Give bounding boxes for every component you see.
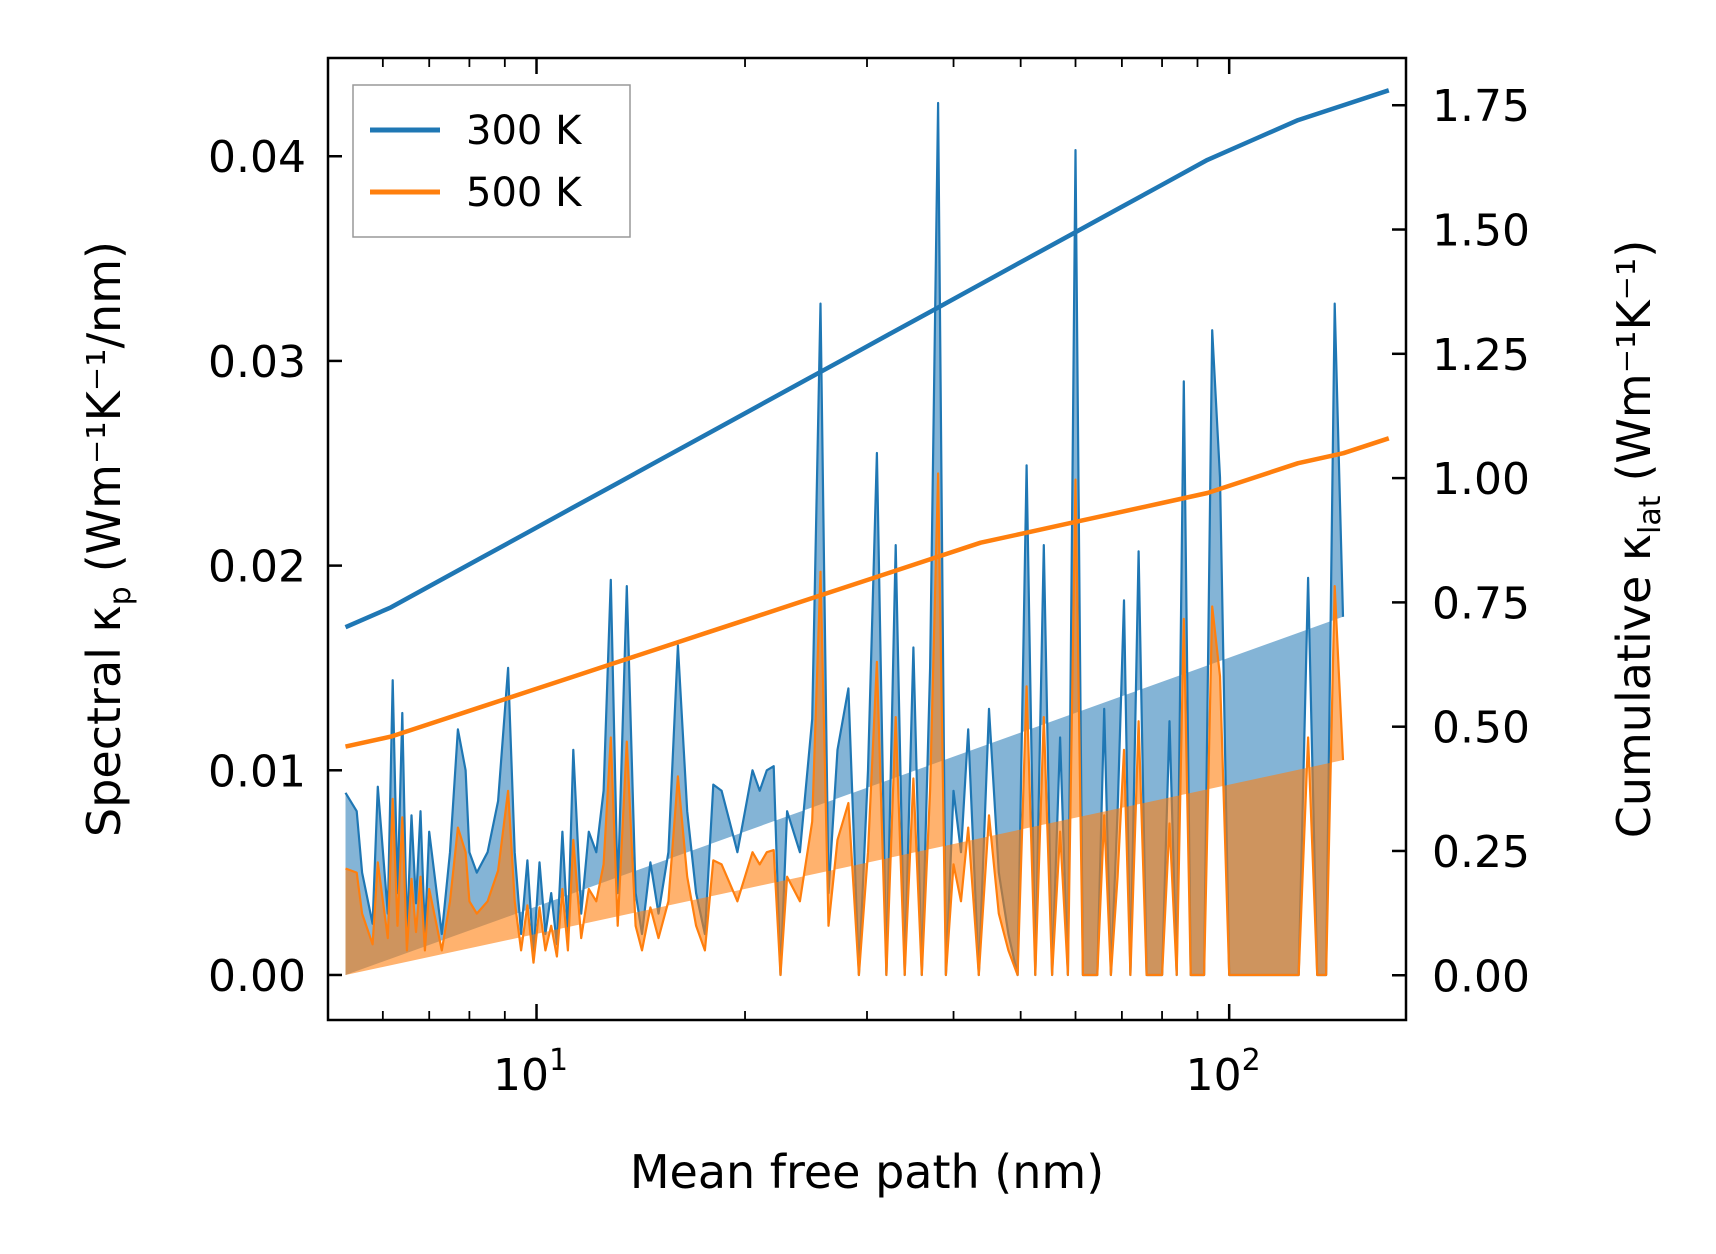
spectral-line-500k — [345, 472, 1345, 977]
y-right-tick-label-2: 0.50 — [1432, 703, 1530, 754]
y-right-tick-label-7: 1.75 — [1432, 81, 1530, 132]
y-right-tick-label-3: 0.75 — [1432, 578, 1530, 629]
y-left-label-sub: p — [103, 586, 138, 605]
x-tick-label-0: 101 — [493, 1043, 568, 1101]
x-tick-label-1: 102 — [1186, 1043, 1261, 1101]
y-right-label-prefix: Cumulative κ — [1607, 534, 1661, 838]
spectral-area-500k — [345, 473, 1343, 975]
legend: 300 K 500 K — [352, 84, 631, 238]
y-right-tick-label-4: 1.00 — [1432, 454, 1530, 505]
legend-label-500k: 500 K — [466, 170, 583, 216]
y-left-label-units: (Wm⁻¹K⁻¹/nm) — [77, 241, 131, 572]
y-right-tick-label-0: 0.00 — [1432, 951, 1530, 1002]
y-left-tick-label-4: 0.04 — [208, 132, 306, 183]
cumulative-line-500k — [345, 436, 1390, 749]
y-right-tick-label-5: 1.25 — [1432, 330, 1530, 381]
ticks-layer: 0.00 0.01 0.02 0.03 0.04 0.00 0.25 0.50 0.75 1.00… — [208, 58, 1530, 1101]
y-left-tick-label-0: 0.00 — [208, 951, 306, 1002]
series-layer — [344, 88, 1390, 977]
y-left-tick-label-2: 0.02 — [208, 542, 306, 593]
y-left-tick-label-1: 0.01 — [208, 746, 306, 797]
y-left-tick-label-3: 0.03 — [208, 337, 306, 388]
spectral-area-300k — [345, 103, 1343, 975]
legend-box — [352, 84, 631, 238]
y-right-tick-label-6: 1.50 — [1432, 206, 1530, 257]
y-right-tick-label-1: 0.25 — [1432, 827, 1530, 878]
cumulative-line-300k — [344, 88, 1390, 630]
y-axis-left-label: Spectral κp (Wm⁻¹K⁻¹/nm) — [77, 241, 138, 837]
y-axis-right-label: Cumulative κlat (Wm⁻¹K⁻¹) — [1607, 240, 1668, 839]
x-axis-label: Mean free path (nm) — [630, 1145, 1104, 1199]
spectral-line-300k — [344, 101, 1345, 977]
y-right-label-units: (Wm⁻¹K⁻¹) — [1607, 240, 1661, 482]
legend-label-300k: 300 K — [466, 108, 583, 154]
plot-frame — [326, 56, 1408, 1022]
y-right-label-sub: lat — [1633, 495, 1668, 534]
y-left-label-prefix: Spectral κ — [77, 605, 131, 837]
